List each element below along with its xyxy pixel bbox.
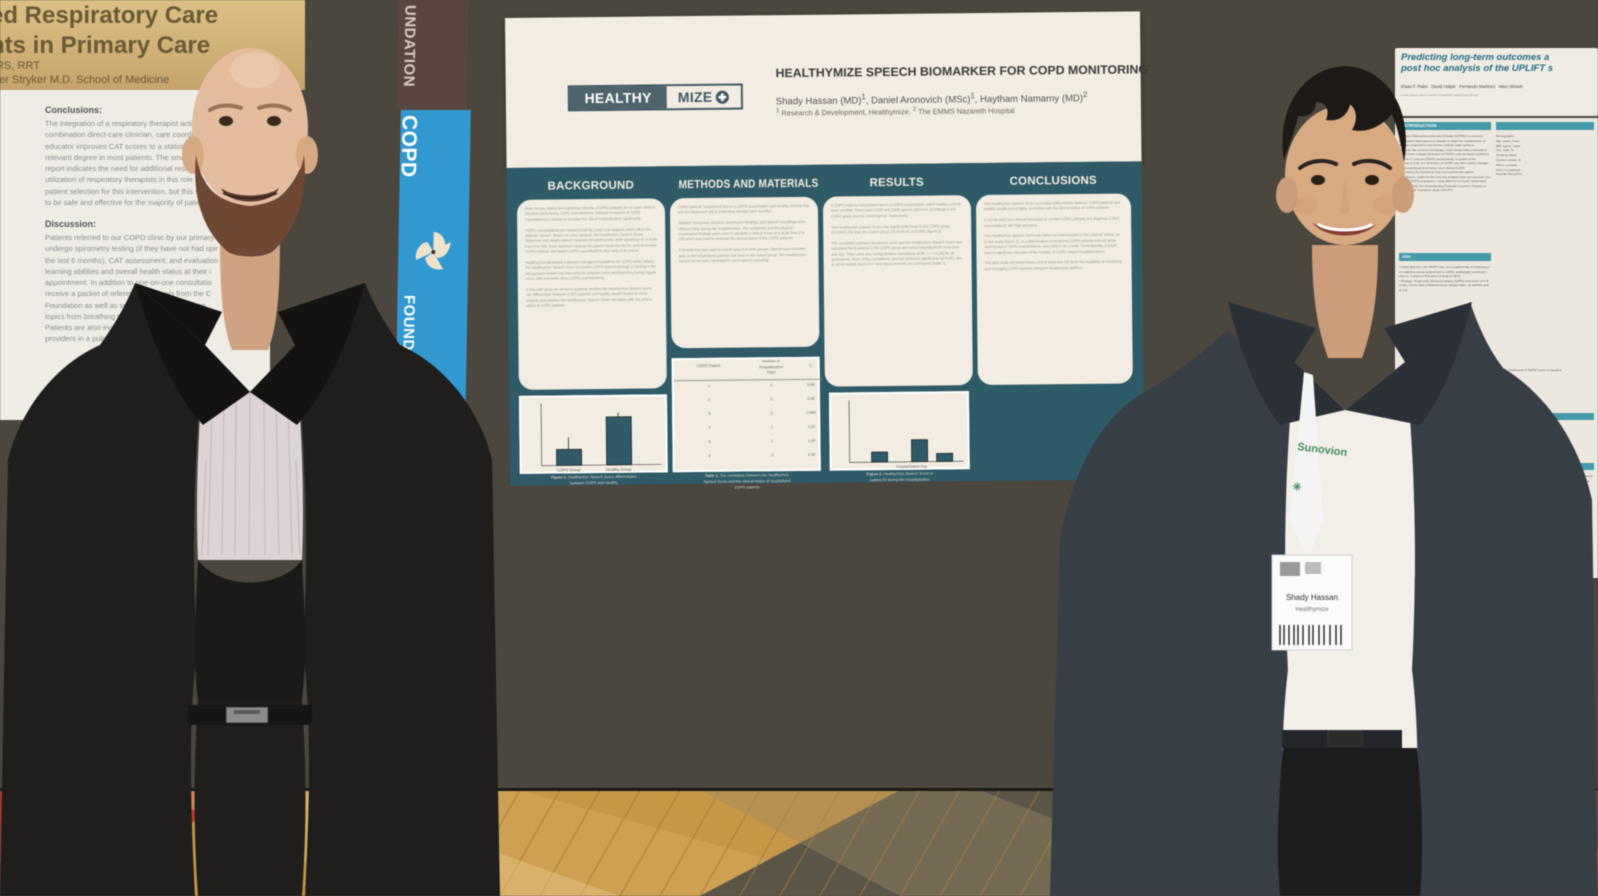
svg-text:Shady Hassan: Shady Hassan	[1286, 593, 1338, 602]
svg-text:Healthymize: Healthymize	[1295, 607, 1329, 613]
svg-text:✳: ✳	[1292, 481, 1303, 494]
svg-text:Healthy Group: Healthy Group	[606, 467, 633, 472]
svg-text:Hospitalization Day: Hospitalization Day	[896, 465, 927, 469]
svg-text:COPD Group: COPD Group	[557, 467, 582, 472]
